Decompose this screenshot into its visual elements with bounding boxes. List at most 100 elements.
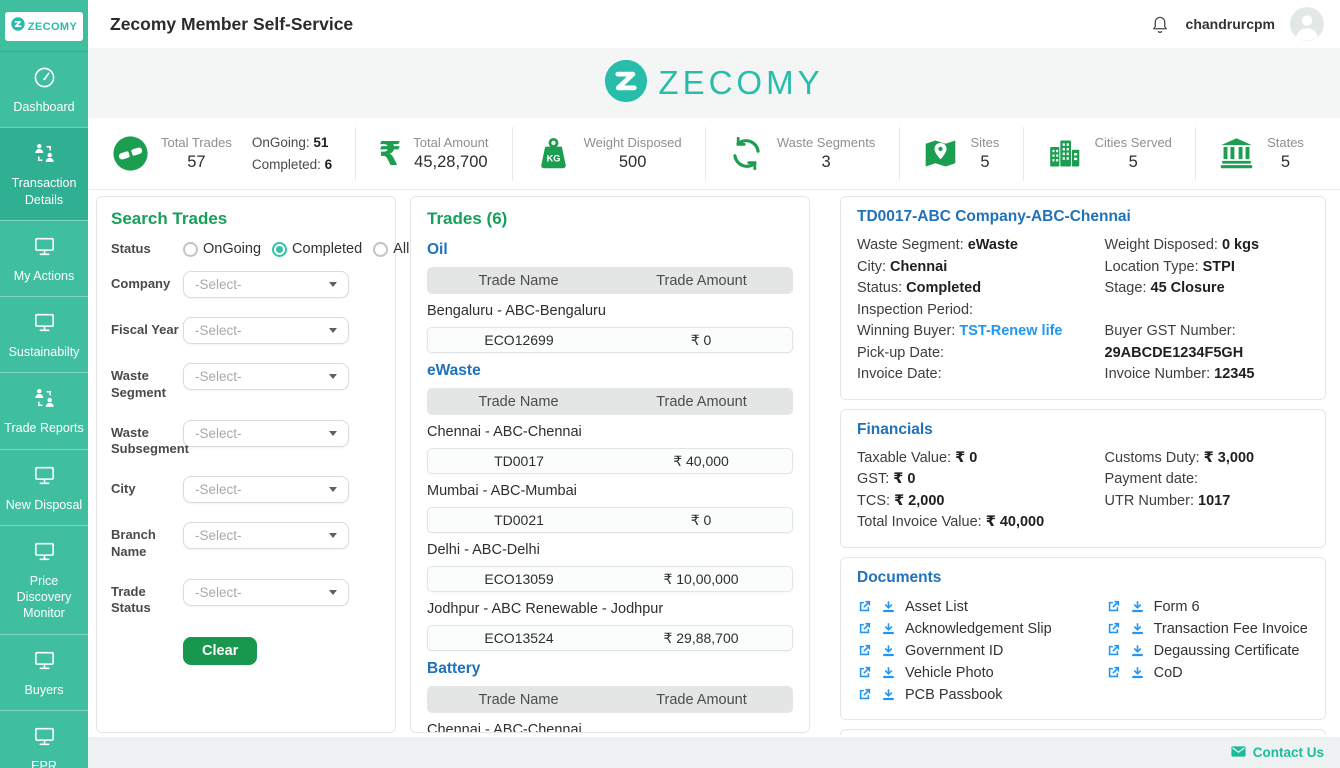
envelope-icon xyxy=(1230,743,1247,763)
download-icon[interactable] xyxy=(881,621,896,636)
download-icon[interactable] xyxy=(881,687,896,702)
stat-sub-ongoing: OnGoing: 51 xyxy=(251,135,329,150)
stat-label: Cities Served xyxy=(1094,135,1172,150)
external-link-icon[interactable] xyxy=(1106,599,1121,614)
radio-selected-icon xyxy=(272,241,288,257)
radio-unselected-icon xyxy=(373,241,389,257)
sidebar-item-new-disposal[interactable]: New Disposal xyxy=(0,448,88,525)
segment-title-ewaste: eWaste xyxy=(427,362,481,379)
waste-segment-select[interactable]: -Select- xyxy=(183,363,349,391)
external-link-icon[interactable] xyxy=(1106,665,1121,680)
sidebar-item-label: Price Discovery Monitor xyxy=(16,573,72,621)
radio-all[interactable]: All xyxy=(373,241,409,257)
rupee-icon: ₹ xyxy=(378,135,402,172)
detail-value: Completed xyxy=(906,280,982,296)
recycle-icon xyxy=(728,135,765,172)
sidebar-item-label: Transaction Details xyxy=(11,176,77,207)
detail-row: Customs Duty: ₹ 3,000 xyxy=(1105,448,1317,470)
field-row-branch-name: Branch Name -Select- xyxy=(111,522,381,560)
sidebar-item-buyers[interactable]: Buyers xyxy=(0,633,88,710)
winning-buyer-link[interactable]: TST-Renew life xyxy=(959,323,1063,339)
trade-table-header: Trade Name Trade Amount xyxy=(427,686,793,713)
document-name: Form 6 xyxy=(1153,598,1200,615)
trade-name: ECO13059 xyxy=(484,571,554,587)
document-name: Degaussing Certificate xyxy=(1153,642,1300,659)
external-link-icon[interactable] xyxy=(857,621,872,636)
stat-label: States xyxy=(1267,135,1304,150)
external-link-icon[interactable] xyxy=(857,643,872,658)
download-icon[interactable] xyxy=(1130,599,1145,614)
external-link-icon[interactable] xyxy=(857,687,872,702)
detail-value: ₹ 0 xyxy=(893,471,916,487)
document-row-acknowledgement-slip: Acknowledgement Slip xyxy=(857,618,1106,640)
company-select[interactable]: -Select- xyxy=(183,271,349,299)
detail-row: Status: Completed xyxy=(857,278,1097,300)
avatar[interactable] xyxy=(1290,7,1324,41)
trade-location: Mumbai - ABC-Mumbai xyxy=(427,483,577,499)
sidebar-item-epr[interactable]: EPR xyxy=(0,709,88,768)
sidebar-item-sustainabilty[interactable]: Sustainabilty xyxy=(0,296,88,372)
detail-value: STPI xyxy=(1202,258,1235,275)
download-icon[interactable] xyxy=(1130,665,1145,680)
zecomy-logo[interactable]: ZECOMY xyxy=(5,12,83,41)
stat-breakdown: OnGoing: 51 Completed: 6 xyxy=(252,135,332,172)
trade-amount: ₹ 0 xyxy=(690,331,712,348)
stat-label: Sites xyxy=(970,135,1000,150)
trade-row-td0021[interactable]: TD0021 ₹ 0 xyxy=(427,507,793,533)
sidebar-item-label: Sustainabilty xyxy=(8,345,80,359)
detail-value: ₹ 3,000 xyxy=(1203,449,1255,466)
stat-value: 45,28,700 xyxy=(414,153,488,171)
sidebar-item-price-discovery-monitor[interactable]: Price Discovery Monitor xyxy=(0,524,88,634)
field-label: Company xyxy=(111,276,171,292)
sidebar-item-trade-reports[interactable]: Trade Reports xyxy=(0,372,88,448)
external-link-icon[interactable] xyxy=(857,599,872,614)
branch-name-select[interactable]: -Select- xyxy=(183,522,349,550)
fiscal-year-select[interactable]: -Select- xyxy=(183,317,349,345)
sidebar-item-dashboard[interactable]: Dashboard xyxy=(0,52,88,127)
document-row-degaussing-certificate: Degaussing Certificate xyxy=(1106,640,1309,662)
sidebar-item-my-actions[interactable]: My Actions xyxy=(0,219,88,296)
monitor-icon xyxy=(32,651,57,677)
trade-detail-card: TD0017-ABC Company-ABC-Chennai Waste Seg… xyxy=(840,196,1326,400)
stats-bar: Total Trades 57 OnGoing: 51 Completed: 6 ₹ To… xyxy=(88,118,1340,190)
status-label: Status xyxy=(111,241,151,256)
download-icon[interactable] xyxy=(1130,621,1145,636)
people-transfer-icon xyxy=(32,389,57,415)
stat-states: States 5 xyxy=(1195,126,1312,181)
document-row-form-6: Form 6 xyxy=(1106,596,1309,618)
trade-row-eco12699[interactable]: ECO12699 ₹ 0 xyxy=(427,327,793,353)
sidebar-item-transaction-details[interactable]: Transaction Details xyxy=(0,127,88,220)
detail-value: Chennai xyxy=(890,258,948,275)
download-icon[interactable] xyxy=(881,643,896,658)
radio-ongoing[interactable]: OnGoing xyxy=(183,241,261,257)
trade-status-select[interactable]: -Select- xyxy=(183,578,349,606)
topbar: Zecomy Member Self-Service chandrurcpm xyxy=(88,0,1340,48)
waste-subsegment-select[interactable]: -Select- xyxy=(183,419,349,447)
trade-amount: ₹ 40,000 xyxy=(673,452,729,469)
search-fields: Company -Select- Fiscal Year -Select- Waste … xyxy=(111,271,381,616)
weight-kg-icon: KG xyxy=(535,135,572,172)
detail-row: Waste Segment: eWaste xyxy=(857,235,1097,257)
trade-row-td0017[interactable]: TD0017 ₹ 40,000 xyxy=(427,448,793,474)
external-link-icon[interactable] xyxy=(1106,621,1121,636)
download-icon[interactable] xyxy=(881,665,896,680)
trade-row-eco13059[interactable]: ECO13059 ₹ 10,00,000 xyxy=(427,566,793,592)
detail-value: 29ABCDE1234F5GH xyxy=(1104,344,1244,361)
download-icon[interactable] xyxy=(1130,643,1145,658)
download-icon[interactable] xyxy=(881,599,896,614)
external-link-icon[interactable] xyxy=(857,665,872,680)
notification-bell-icon[interactable] xyxy=(1149,13,1171,35)
detail-label: Pick-up Date: xyxy=(857,344,945,361)
radio-completed[interactable]: Completed xyxy=(272,241,362,257)
field-label: Waste Segment xyxy=(111,368,166,400)
clear-button[interactable]: Clear xyxy=(183,637,258,666)
chevron-down-icon xyxy=(329,328,337,334)
trade-row-eco13524[interactable]: ECO13524 ₹ 29,88,700 xyxy=(427,625,793,651)
trade-location: Jodhpur - ABC Renewable - Jodhpur xyxy=(427,601,664,617)
contact-us-link[interactable]: Contact Us xyxy=(1230,743,1324,763)
trade-name: ECO12699 xyxy=(484,332,554,348)
detail-row: UTR Number: 1017 xyxy=(1105,491,1317,513)
chevron-down-icon xyxy=(329,487,337,493)
city-select[interactable]: -Select- xyxy=(183,476,349,504)
external-link-icon[interactable] xyxy=(1106,643,1121,658)
